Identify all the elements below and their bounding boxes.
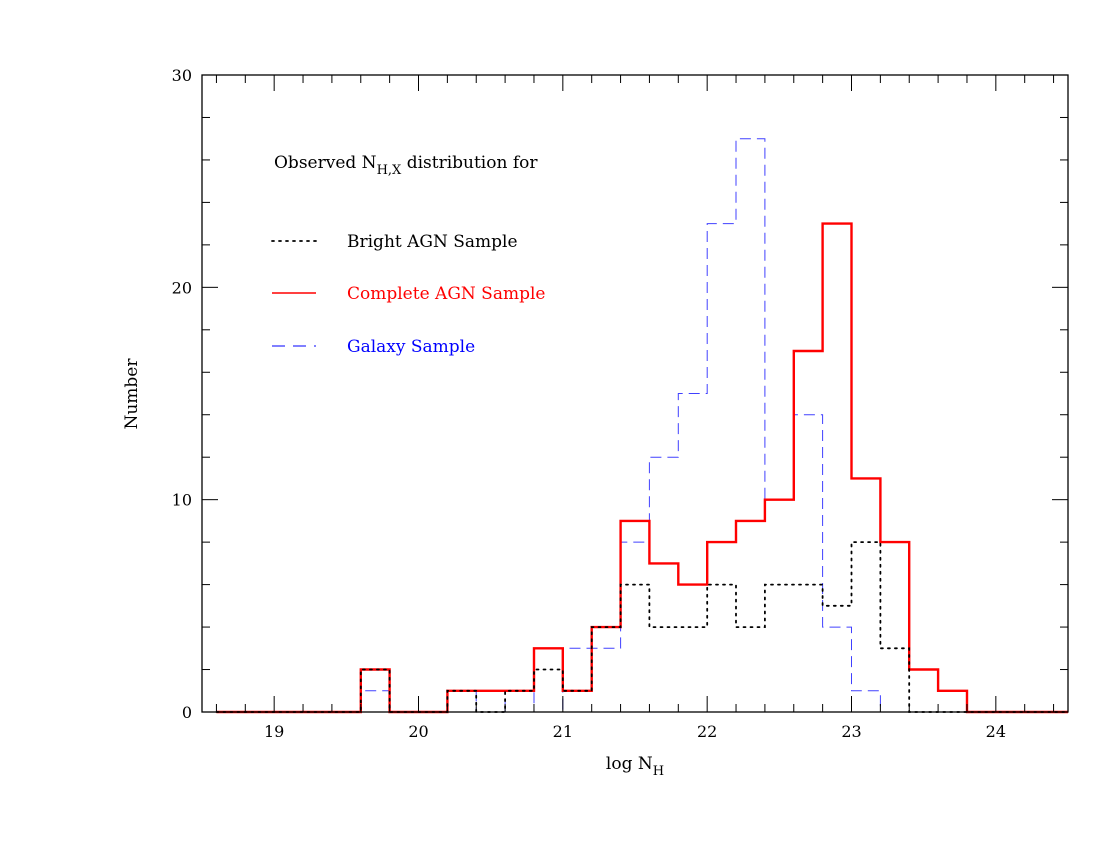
x-tick-label: 23 xyxy=(841,722,861,741)
x-tick-label: 21 xyxy=(553,722,573,741)
legend-label: Galaxy Sample xyxy=(347,337,475,357)
series-line-galaxy-sample xyxy=(216,138,1068,713)
legend-label: Complete AGN Sample xyxy=(347,284,545,304)
x-tick-label: 22 xyxy=(697,722,717,741)
y-tick-label: 30 xyxy=(172,66,192,85)
y-axis-title: Number xyxy=(122,358,142,430)
x-tick-label: 20 xyxy=(408,722,428,741)
x-tick-label: 24 xyxy=(986,722,1006,741)
legend-title-subscript: H,X xyxy=(377,163,402,178)
series-line-complete-agn-sample xyxy=(216,222,1068,714)
y-tick-label: 10 xyxy=(172,491,192,510)
x-tick-label: 19 xyxy=(264,722,284,741)
x-axis-title: log NH xyxy=(606,754,664,779)
tick-labels-group: 19 20 21 22 23 24 0 10 20 30 xyxy=(172,66,1006,741)
x-axis-title-subscript: H xyxy=(653,764,664,779)
legend: Observed NH,X distribution for Bright AG… xyxy=(271,153,545,357)
y-tick-label: 20 xyxy=(172,278,192,297)
y-tick-label: 0 xyxy=(182,703,192,722)
plot-frame xyxy=(201,74,1069,713)
series-line-bright-agn-sample xyxy=(215,541,1069,713)
legend-label: Bright AGN Sample xyxy=(347,232,518,252)
legend-title: Observed NH,X distribution for xyxy=(274,153,538,178)
plot-series-group xyxy=(215,138,1069,714)
